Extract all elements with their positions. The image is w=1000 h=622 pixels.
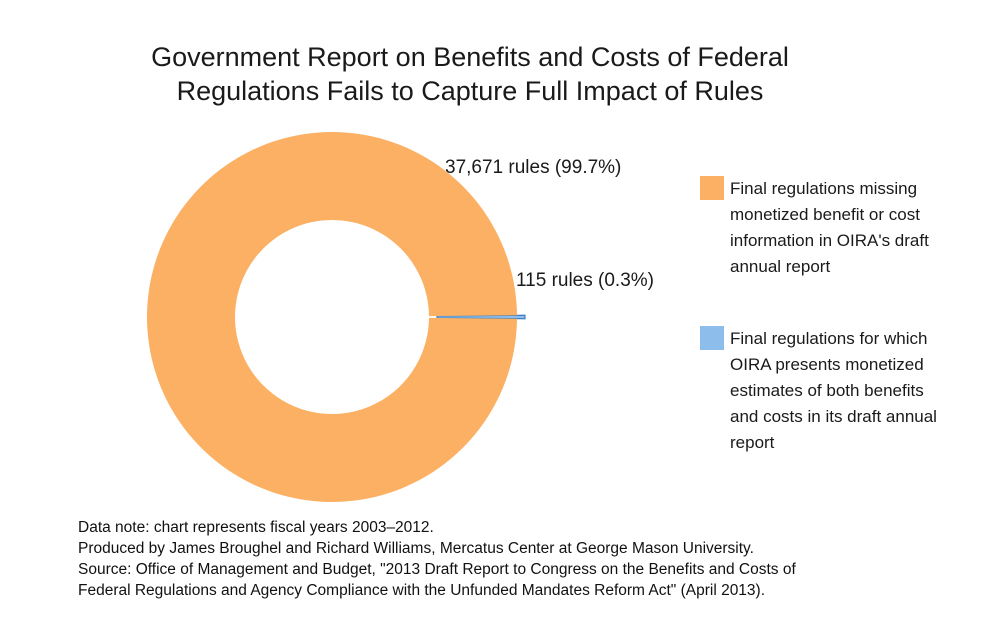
source-note-line-1: Source: Office of Management and Budget,… [78,561,796,578]
chart-title-line-1: Government Report on Benefits and Costs … [151,42,789,72]
legend-text-monetized-line-1: Final regulations for which [730,329,928,348]
donut-slice-monetized [436,314,526,320]
legend-text-monetized-line-5: report [730,433,775,452]
legend-text-missing-line-4: annual report [730,257,831,276]
chart-notes: Data note: chart represents fiscal years… [78,517,978,601]
donut-slice-missing [146,132,517,502]
legend-text-missing-line-2: monetized benefit or cost [730,205,920,224]
legend-text-monetized-line-3: estimates of both benefits [730,381,924,400]
legend-text-missing: Final regulations missing monetized bene… [730,176,990,280]
chart-title: Government Report on Benefits and Costs … [60,40,880,108]
donut-slices [146,132,526,502]
credits-note: Produced by James Broughel and Richard W… [78,540,754,557]
slice-label-monetized: 115 rules (0.3%) [516,270,654,291]
legend-item-monetized: Final regulations for which OIRA present… [700,326,990,456]
slice-label-missing: 37,671 rules (99.7%) [445,157,621,178]
legend-text-monetized: Final regulations for which OIRA present… [730,326,990,456]
legend-text-missing-line-1: Final regulations missing [730,179,918,198]
data-note: Data note: chart represents fiscal years… [78,519,434,536]
legend-item-missing: Final regulations missing monetized bene… [700,176,990,280]
chart-title-line-2: Regulations Fails to Capture Full Impact… [176,76,764,106]
source-note-line-2: Federal Regulations and Agency Complianc… [78,582,766,599]
legend-text-monetized-line-2: OIRA presents monetized [730,355,924,374]
legend-text-monetized-line-4: and costs in its draft annual [730,407,937,426]
legend-text-missing-line-3: information in OIRA's draft [730,231,929,250]
legend-swatch-monetized [700,326,724,350]
legend-swatch-missing [700,176,724,200]
